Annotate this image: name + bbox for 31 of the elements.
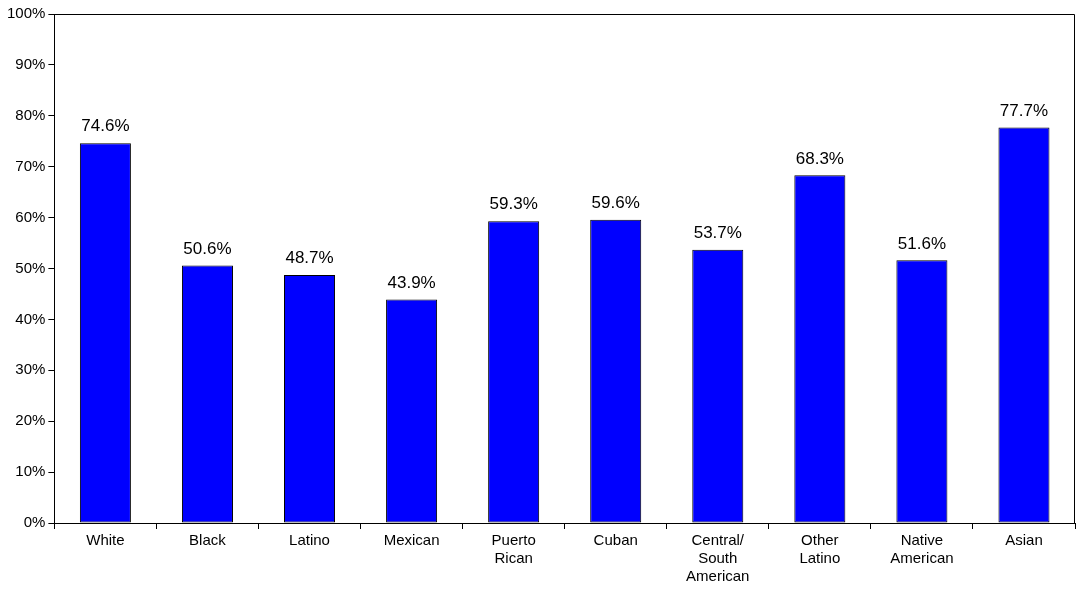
x-tick-label: Latino	[289, 531, 330, 549]
data-label: 77.7%	[999, 100, 1049, 120]
x-tick-label: White	[86, 531, 125, 549]
x-tick-label: Other Latino	[799, 531, 841, 567]
y-tick-label: 90%	[15, 55, 46, 73]
y-tick-label: 10%	[15, 462, 46, 480]
x-tick-label: Asian	[1005, 531, 1043, 549]
data-label: 51.6%	[897, 233, 947, 253]
y-tick-label: 80%	[15, 105, 46, 123]
y-tick-label: 20%	[15, 411, 46, 429]
y-tick-label: 50%	[15, 258, 46, 276]
data-label: 50.6%	[183, 238, 232, 258]
x-tick-label: Black	[189, 531, 227, 549]
x-tick-label: Native American	[890, 531, 954, 567]
data-label: 74.6%	[81, 116, 130, 136]
x-tick-label: Mexican	[383, 531, 440, 549]
y-tick-label: 40%	[15, 309, 46, 327]
data-label: 53.7%	[693, 222, 742, 242]
data-label: 48.7%	[285, 248, 334, 268]
y-tick-label: 70%	[15, 156, 46, 174]
data-label: 43.9%	[387, 272, 436, 292]
x-tick-label: Puerto Rican	[491, 531, 536, 567]
data-label: 59.3%	[489, 194, 538, 214]
x-tick-label: Central/ South American	[686, 531, 750, 585]
data-label: 59.6%	[591, 192, 640, 212]
y-tick-label: 30%	[15, 360, 46, 378]
y-tick-label: 100%	[6, 4, 46, 22]
x-tick-label: Cuban	[593, 531, 638, 549]
y-tick-label: 0%	[23, 513, 46, 531]
data-label: 68.3%	[795, 148, 844, 168]
y-tick-label: 60%	[15, 207, 46, 225]
